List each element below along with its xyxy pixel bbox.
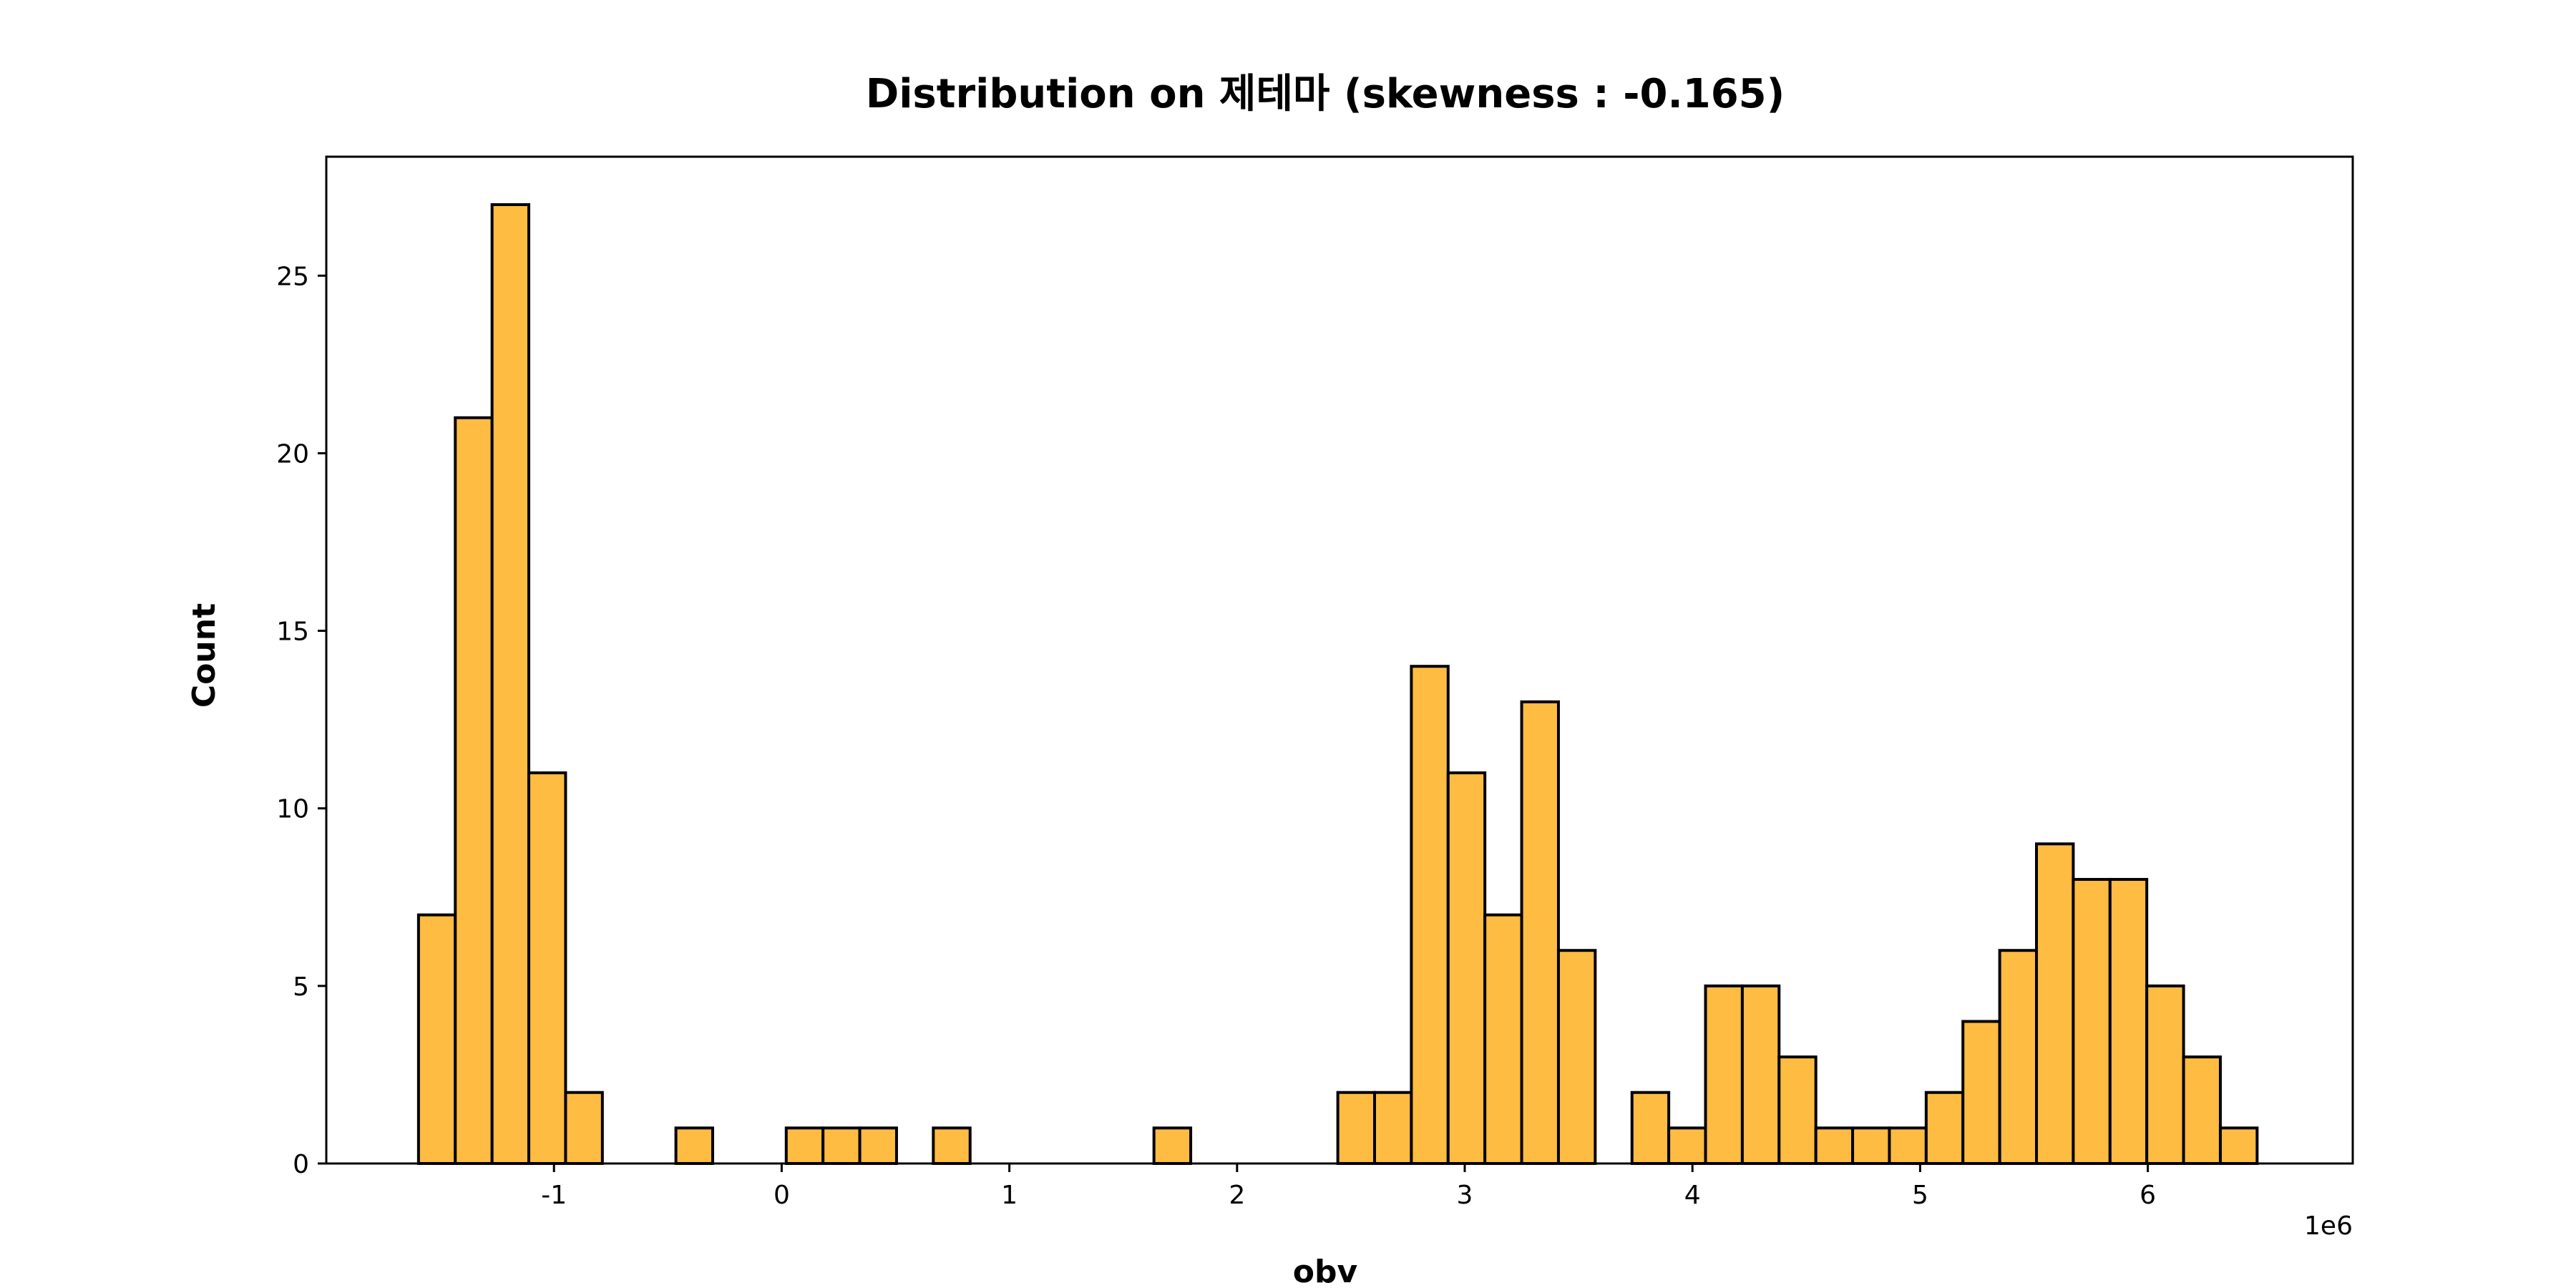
histogram-bar <box>2035 842 2075 1166</box>
histogram-bar <box>858 1126 898 1165</box>
histogram-bar <box>1924 1091 1965 1165</box>
histogram-bar <box>1667 1126 1707 1165</box>
histogram-bar <box>674 1126 714 1165</box>
histogram-bar <box>1814 1126 1855 1165</box>
histogram-bar <box>1888 1126 1928 1165</box>
x-tick-label: 6 <box>2140 1181 2156 1210</box>
histogram-bar <box>1704 984 1744 1165</box>
plot-frame <box>325 155 2354 1165</box>
histogram-bar <box>454 416 494 1165</box>
histogram-bar <box>1373 1091 1413 1165</box>
x-axis-label: obv <box>1293 1254 1358 1288</box>
histogram-bar <box>1851 1126 1891 1165</box>
histogram-bar <box>821 1126 862 1165</box>
histogram-bar <box>2182 1055 2222 1165</box>
histogram-bar <box>1998 949 2039 1165</box>
y-tick-label: 15 <box>276 618 309 647</box>
histogram-bar <box>1520 700 1560 1165</box>
x-tick-label: 5 <box>1912 1181 1928 1210</box>
x-tick-label: 2 <box>1229 1181 1245 1210</box>
y-axis: 0 5 10 15 20 25 <box>276 262 326 1179</box>
bars-group <box>416 203 2259 1166</box>
histogram-bar <box>2072 877 2112 1166</box>
x-offset-label: 1e6 <box>2304 1211 2353 1241</box>
x-tick-label: -1 <box>541 1181 567 1210</box>
histogram-bar <box>564 1091 604 1165</box>
histogram-bar <box>1410 665 1450 1165</box>
y-tick-label: 25 <box>276 262 309 291</box>
histogram-bar <box>527 771 567 1165</box>
histogram-bar <box>1777 1055 1818 1165</box>
x-tick-label: 4 <box>1684 1181 1701 1210</box>
histogram-bar <box>1630 1091 1671 1165</box>
histogram-bar <box>416 913 457 1166</box>
histogram-bar <box>1152 1126 1193 1165</box>
y-tick-label: 0 <box>293 1150 309 1179</box>
histogram-bar <box>1740 984 1781 1165</box>
chart-title: Distribution on 제테마 (skewness : -0.165) <box>866 71 1785 117</box>
histogram-bar <box>784 1126 825 1165</box>
y-axis-label: Count <box>186 603 223 708</box>
x-tick-label: 0 <box>774 1181 790 1210</box>
histogram-bar <box>2145 984 2185 1165</box>
histogram-bar <box>1483 913 1523 1166</box>
histogram-bar <box>932 1126 972 1165</box>
histogram-bar <box>490 203 531 1165</box>
x-tick-label: 1 <box>1001 1181 1018 1210</box>
y-tick-label: 5 <box>293 972 309 1002</box>
x-tick-label: 3 <box>1457 1181 1473 1210</box>
histogram-bar <box>1961 1020 2001 1165</box>
histogram-bar <box>2218 1126 2259 1165</box>
histogram-bar <box>2108 877 2149 1166</box>
histogram-bar <box>1556 949 1597 1165</box>
x-axis: -1 0 1 2 3 4 5 6 <box>541 1163 2156 1210</box>
y-tick-label: 20 <box>276 439 309 469</box>
histogram-bar <box>1336 1091 1377 1165</box>
y-tick-label: 10 <box>276 795 309 824</box>
histogram-bar <box>1446 771 1487 1165</box>
